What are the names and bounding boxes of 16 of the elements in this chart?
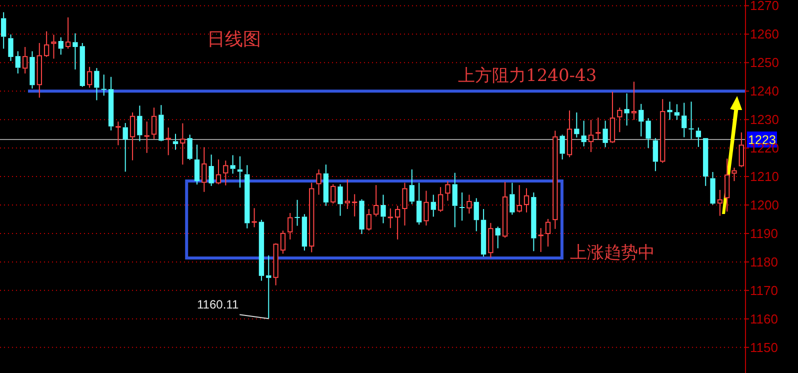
annotation: 1160.11	[197, 298, 270, 320]
annotation: 上涨趋势中	[570, 243, 655, 263]
y-tick-label: 1210	[750, 169, 779, 184]
y-tick-label: 1260	[750, 26, 779, 42]
title: 日线图	[207, 29, 261, 50]
y-tick-label: 1180	[750, 254, 778, 270]
y-tick-label: 1250	[750, 55, 779, 70]
y-tick-label: 1170	[750, 282, 778, 298]
y-tick-label: 1270	[750, 0, 779, 14]
annotation: 1160.11	[197, 298, 239, 312]
y-tick-label: 1160	[750, 311, 778, 326]
y-tick-label: 1200	[750, 198, 779, 213]
y-tick-label: 1240	[750, 84, 779, 99]
y-tick-label: 1230	[750, 112, 779, 128]
y-tick-label: 1150	[750, 340, 778, 355]
y-tick-label: 1190	[750, 226, 778, 241]
